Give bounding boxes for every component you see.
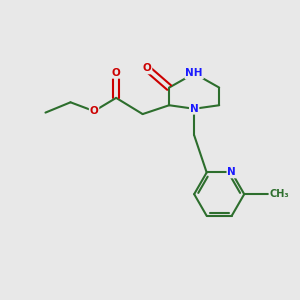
Text: O: O xyxy=(112,68,121,78)
Text: NH: NH xyxy=(185,68,203,78)
Text: O: O xyxy=(90,106,98,116)
Text: CH₃: CH₃ xyxy=(269,189,289,199)
Text: O: O xyxy=(143,63,152,74)
Text: N: N xyxy=(227,167,236,178)
Text: N: N xyxy=(190,104,199,114)
